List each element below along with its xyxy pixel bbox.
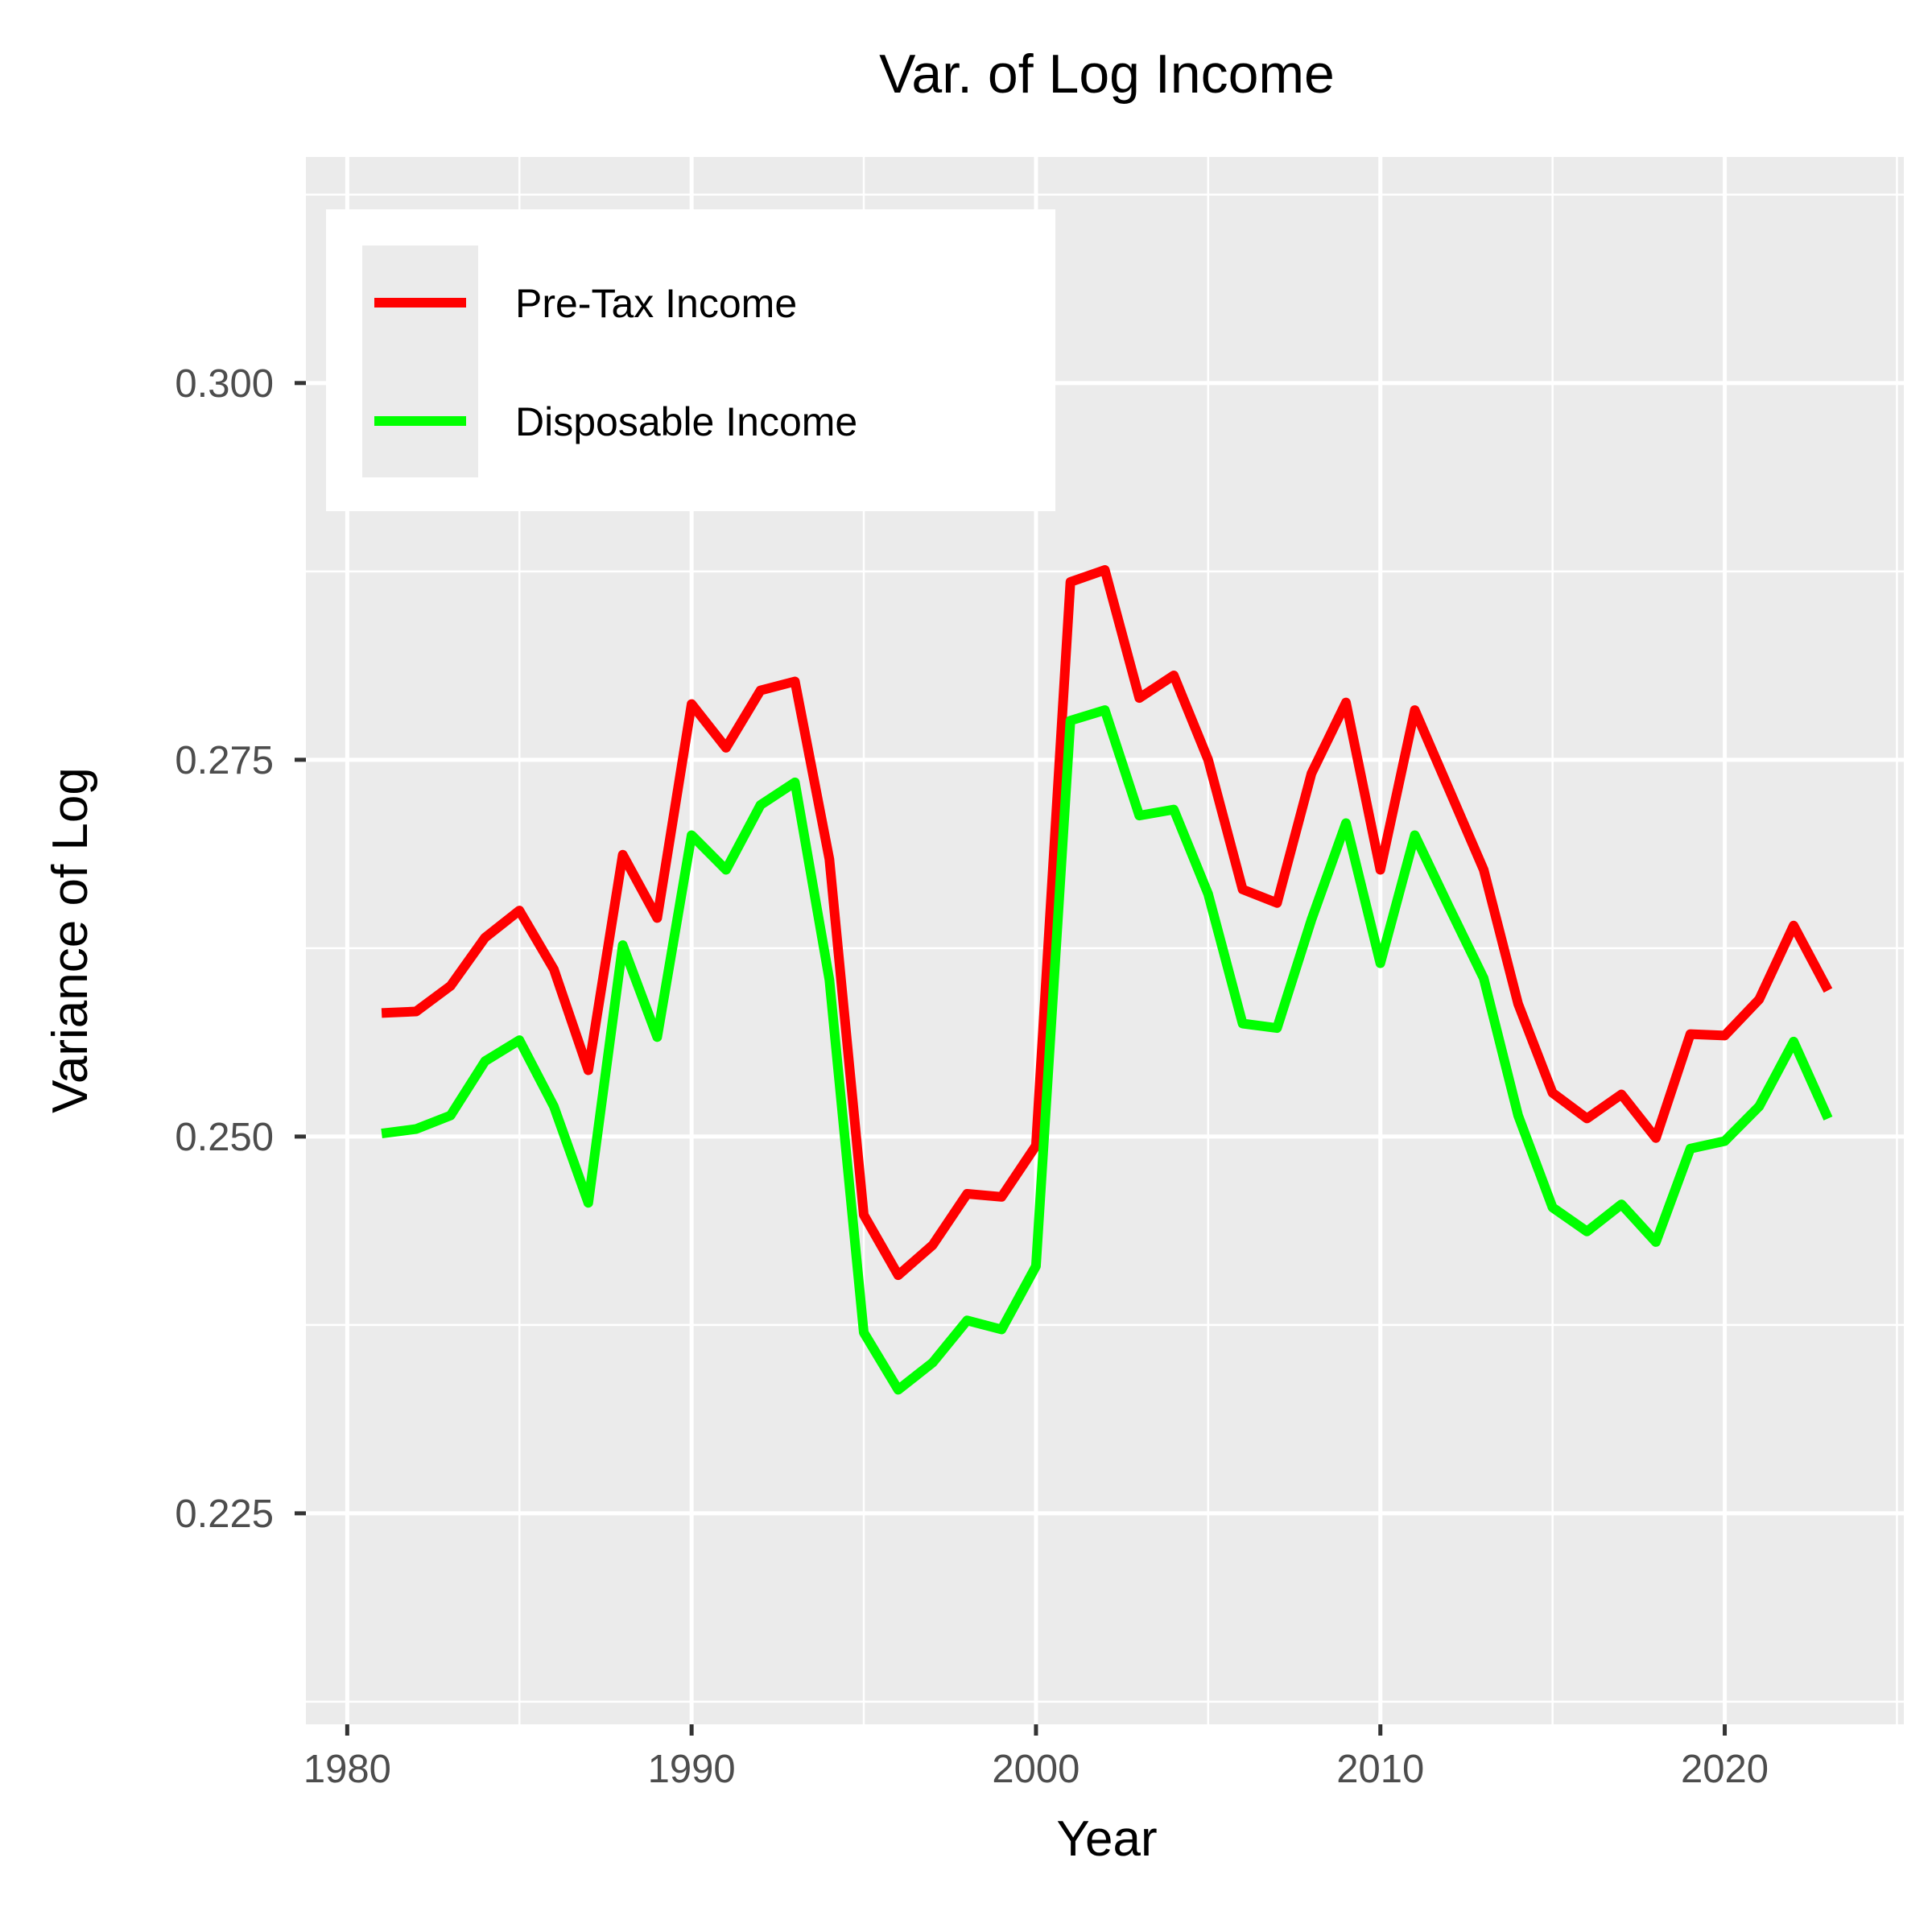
- x-tick-label: 2010: [1336, 1748, 1424, 1791]
- axes: 1980 1990 2000 2010 2020 0.225 0.250 0.275 0.300: [175, 362, 1769, 1791]
- legend-label-disposable-income: Disposable Income: [515, 399, 857, 444]
- y-tick-label: 0.225: [175, 1492, 274, 1536]
- x-tick-label: 1990: [648, 1748, 736, 1791]
- legend: Pre-Tax Income Disposable Income: [326, 209, 1055, 511]
- series-line-pre-tax-income: [381, 565, 1833, 1281]
- legend-label-pre-tax-income: Pre-Tax Income: [515, 281, 797, 326]
- series-line-disposable-income: [381, 705, 1833, 1395]
- x-tick-label: 2000: [992, 1748, 1080, 1791]
- y-tick-label: 0.275: [175, 739, 274, 782]
- series-lines: [381, 565, 1833, 1395]
- legend-key-background: [362, 246, 478, 477]
- x-tick-label: 1980: [303, 1748, 391, 1791]
- y-tick-label: 0.300: [175, 362, 274, 406]
- chart-title: Var. of Log Income: [879, 43, 1335, 105]
- grid-lines: [306, 157, 1904, 1724]
- y-axis-title: Variance of Log: [43, 767, 98, 1113]
- x-tick-label: 2020: [1681, 1748, 1769, 1791]
- y-tick-label: 0.250: [175, 1116, 274, 1159]
- x-axis-title: Year: [1056, 1811, 1157, 1867]
